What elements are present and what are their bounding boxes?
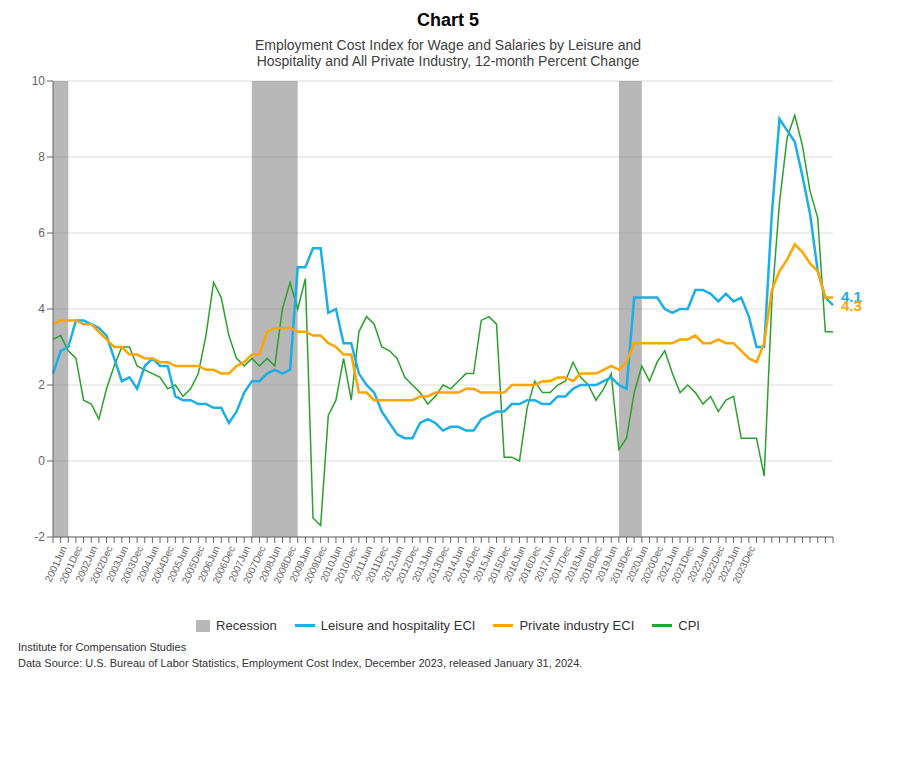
svg-text:2003Jun: 2003Jun <box>103 544 131 584</box>
svg-text:2006Dec: 2006Dec <box>210 544 238 586</box>
svg-text:2013Dec: 2013Dec <box>424 544 452 586</box>
svg-text:2023Jun: 2023Jun <box>715 544 742 584</box>
svg-text:2013Jun: 2013Jun <box>409 544 436 584</box>
svg-text:2018Dec: 2018Dec <box>577 544 605 586</box>
svg-text:4: 4 <box>38 302 45 316</box>
svg-text:2010Jun: 2010Jun <box>318 544 345 584</box>
html-text:Private industry ECI: Private industry ECI <box>519 618 635 633</box>
html-text:Employment Cost Index for Wage: Employment Cost Index for Wage and Salar… <box>254 37 642 69</box>
svg-text:2007Dec: 2007Dec <box>240 544 268 586</box>
svg-text:-2: -2 <box>34 530 45 544</box>
svg-text:2014Dec: 2014Dec <box>454 544 482 586</box>
svg-text:2015Dec: 2015Dec <box>485 544 513 586</box>
svg-text:2014Jun: 2014Jun <box>440 544 467 584</box>
svg-text:0: 0 <box>38 454 45 468</box>
svg-text:2017Dec: 2017Dec <box>546 544 574 586</box>
svg-text:8: 8 <box>38 150 45 164</box>
svg-text:2016Jun: 2016Jun <box>501 544 528 584</box>
html-text:Recession: Recession <box>216 618 277 633</box>
svg-text:2022Jun: 2022Jun <box>685 544 712 584</box>
svg-text:2017Jun: 2017Jun <box>532 544 559 584</box>
svg-text:4.3: 4.3 <box>841 297 862 314</box>
svg-text:2020Jun: 2020Jun <box>623 544 651 584</box>
svg-text:2023Dec: 2023Dec <box>730 544 757 585</box>
svg-text:2016Dec: 2016Dec <box>516 544 543 586</box>
svg-text:2019Dec: 2019Dec <box>607 544 635 586</box>
html-text:Institute for Compensation Stu: Institute for Compensation Studies <box>18 641 187 653</box>
svg-text:2012Jun: 2012Jun <box>379 544 406 584</box>
svg-text:2007Jun: 2007Jun <box>226 544 253 584</box>
html-text:Chart 5: Chart 5 <box>417 10 479 30</box>
svg-text:2003Dec: 2003Dec <box>118 544 146 586</box>
svg-text:2005Jun: 2005Jun <box>165 544 192 584</box>
svg-text:2012Dec: 2012Dec <box>393 544 421 586</box>
svg-text:2008Dec: 2008Dec <box>271 544 299 586</box>
html-text:Data Source: U.S. Bureau of La: Data Source: U.S. Bureau of Labor Statis… <box>18 657 583 669</box>
svg-text:10: 10 <box>32 74 46 88</box>
svg-text:2005Dec: 2005Dec <box>179 544 207 586</box>
svg-text:2019Jun: 2019Jun <box>593 544 620 584</box>
svg-text:2020Dec: 2020Dec <box>638 544 666 586</box>
html-text:CPI: CPI <box>678 618 700 633</box>
svg-text:2021Dec: 2021Dec <box>669 544 696 586</box>
svg-text:2004Dec: 2004Dec <box>149 544 176 586</box>
svg-text:2015Jun: 2015Jun <box>470 544 498 584</box>
svg-text:2002Jun: 2002Jun <box>73 544 100 584</box>
svg-text:2022Dec: 2022Dec <box>699 544 727 586</box>
svg-text:2010Dec: 2010Dec <box>332 544 360 586</box>
svg-text:2006Jun: 2006Jun <box>195 544 222 584</box>
svg-text:2011Dec: 2011Dec <box>363 544 391 585</box>
svg-text:2001Dec: 2001Dec <box>57 544 85 586</box>
svg-text:2001Jun: 2001Jun <box>42 544 69 584</box>
svg-text:2011Jun: 2011Jun <box>348 544 375 583</box>
svg-text:2008Jun: 2008Jun <box>256 544 283 584</box>
svg-text:2: 2 <box>38 378 45 392</box>
svg-text:2009Jun: 2009Jun <box>287 544 314 584</box>
svg-text:2021Jun: 2021Jun <box>654 544 681 584</box>
svg-text:2004Jun: 2004Jun <box>134 544 161 584</box>
svg-text:6: 6 <box>38 226 45 240</box>
html-text:Leisure and hospitality ECI: Leisure and hospitality ECI <box>320 618 476 633</box>
svg-text:2002Dec: 2002Dec <box>87 544 115 586</box>
svg-text:2018Jun: 2018Jun <box>562 544 589 584</box>
svg-text:2009Dec: 2009Dec <box>302 544 329 586</box>
